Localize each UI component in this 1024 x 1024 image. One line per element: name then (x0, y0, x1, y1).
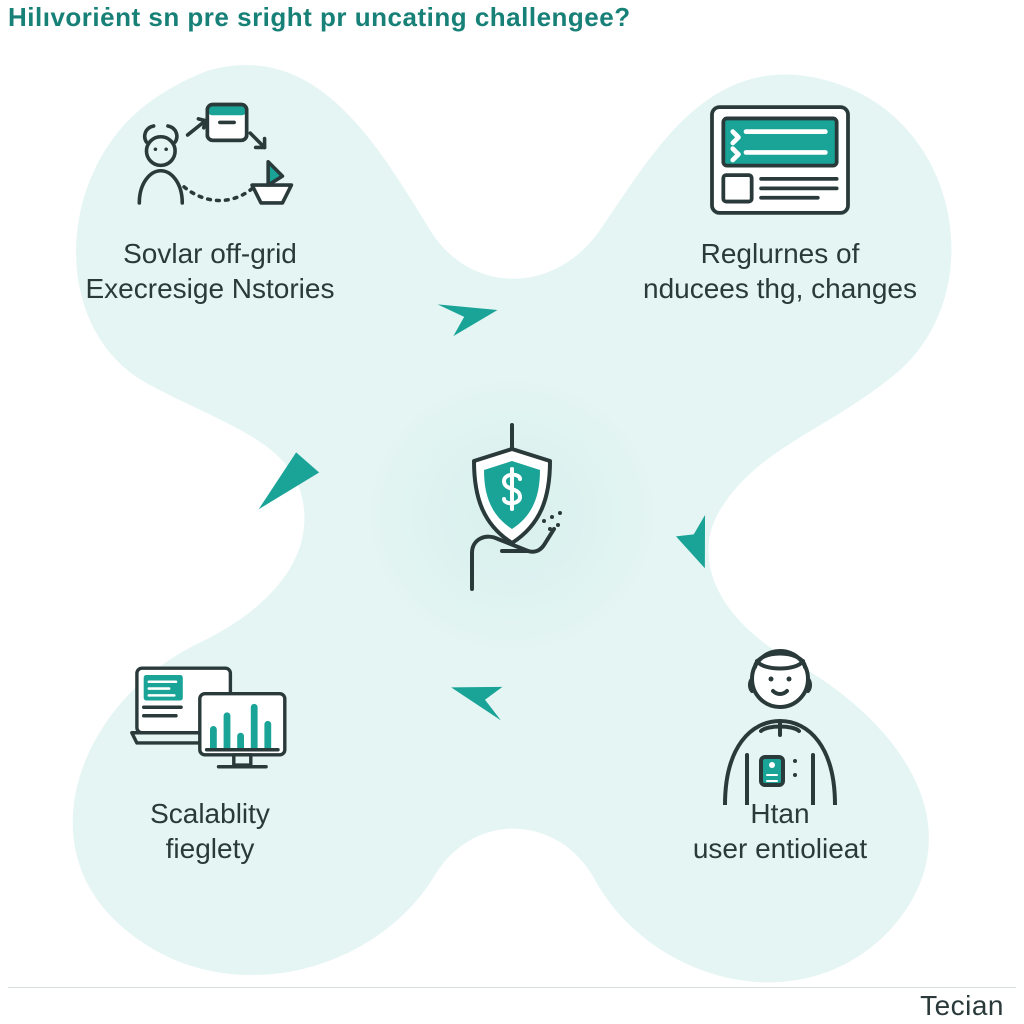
arrow-top (430, 280, 520, 350)
user-badge-icon (695, 650, 865, 790)
arrow-bottom (430, 660, 520, 730)
footer-divider (8, 987, 1016, 988)
person-package-boat-icon (125, 90, 295, 230)
node-top-left: Sovlar off-grid Execresige Nstories (40, 90, 380, 306)
node-bottom-left: Scalablity fieglety (40, 650, 380, 866)
devices-analytics-icon (125, 650, 295, 790)
node-label: Htan user entiolieat (693, 796, 867, 866)
node-bottom-right: Htan user entiolieat (610, 650, 950, 866)
arrow-left (250, 445, 330, 545)
page-title: Hilıvoriėnt sn pre sright pr uncating ch… (8, 2, 631, 33)
node-label: Sovlar off-grid Execresige Nstories (86, 236, 335, 306)
center-shield-icon (432, 421, 592, 596)
footer-brand: Tecian (920, 990, 1004, 1022)
arrow-right (640, 495, 720, 585)
node-label: Scalablity fieglety (150, 796, 270, 866)
form-card-icon (695, 90, 865, 230)
node-label: Reglurnes of nducees thg, changes (643, 236, 917, 306)
node-top-right: Reglurnes of nducees thg, changes (610, 90, 950, 306)
